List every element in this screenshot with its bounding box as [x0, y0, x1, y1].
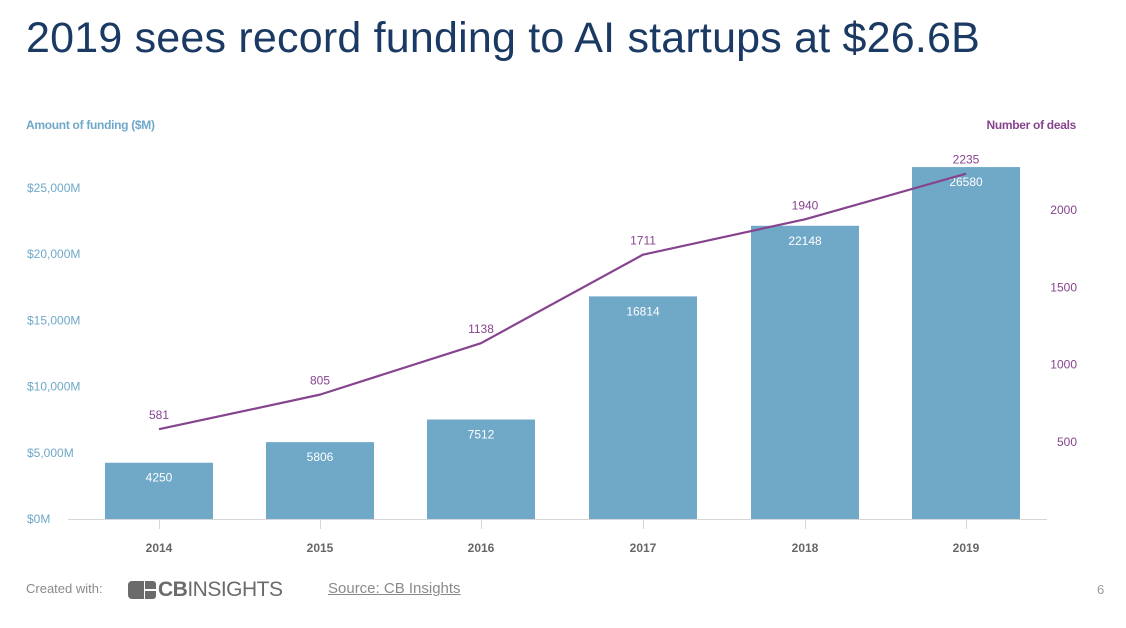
x-tick-label: 2016	[468, 541, 495, 555]
deals-value-label: 1711	[630, 234, 656, 248]
left-tick-label: $0M	[27, 512, 50, 526]
left-tick-label: $15,000M	[27, 313, 80, 327]
deals-value-label: 1940	[792, 198, 819, 212]
bar-2017	[589, 296, 697, 519]
cb-logo-icon	[128, 581, 156, 599]
line-series: 581 805 1138 1711 1940 2235	[149, 153, 980, 431]
right-tick-label: 1500	[1050, 280, 1077, 294]
created-with-label: Created with:	[26, 581, 103, 596]
x-tick-label: 2014	[146, 541, 173, 555]
right-tick-label: 500	[1057, 435, 1077, 449]
bar-value-label: 7512	[468, 428, 495, 442]
left-tick-label: $10,000M	[27, 380, 80, 394]
x-tick-label: 2019	[953, 541, 980, 555]
logo-text-cb: CB	[158, 578, 188, 601]
source-link[interactable]: Source: CB Insights	[328, 580, 461, 597]
logo-text-insights: INSIGHTS	[187, 578, 283, 601]
bar-2015	[266, 442, 374, 519]
bar-2016	[427, 419, 535, 519]
right-axis-ticks: 500 1000 1500 2000	[1050, 203, 1077, 449]
bar-2018	[751, 225, 859, 519]
left-tick-label: $25,000M	[27, 181, 80, 195]
right-axis-title: Number of deals	[986, 118, 1076, 132]
bar-value-label: 26580	[949, 175, 983, 189]
x-tick-label: 2018	[792, 541, 819, 555]
bar-value-label: 5806	[307, 450, 334, 464]
left-axis-ticks: $0M $5,000M $10,000M $15,000M $20,000M $25,00…	[27, 181, 80, 526]
left-axis-title: Amount of funding ($M)	[26, 118, 155, 132]
deals-value-label: 805	[310, 374, 330, 388]
deals-value-label: 1138	[468, 322, 494, 336]
right-tick-label: 1000	[1050, 358, 1077, 372]
x-tick-label: 2017	[630, 541, 657, 555]
chart-title: 2019 sees record funding to AI startups …	[26, 14, 981, 62]
x-axis: 2014 2015 2016 2017 2018 2019	[68, 519, 1047, 555]
bar-series: 4250 5806 7512 16814 22148 26580	[105, 167, 1020, 519]
left-tick-label: $20,000M	[27, 247, 80, 261]
bar-value-label: 16814	[626, 304, 660, 318]
right-tick-label: 2000	[1050, 203, 1077, 217]
bar-value-label: 22148	[788, 234, 822, 248]
bar-2014	[105, 462, 213, 519]
deals-value-label: 2235	[953, 153, 980, 167]
left-tick-label: $5,000M	[27, 446, 74, 460]
x-tick-label: 2015	[307, 541, 334, 555]
bar-2019	[912, 167, 1020, 519]
deals-value-label: 581	[149, 408, 169, 422]
deals-line	[158, 172, 967, 431]
bar-value-label: 4250	[146, 471, 173, 485]
page-number: 6	[1097, 582, 1105, 597]
cb-insights-logo: CB INSIGHTS	[128, 578, 283, 602]
